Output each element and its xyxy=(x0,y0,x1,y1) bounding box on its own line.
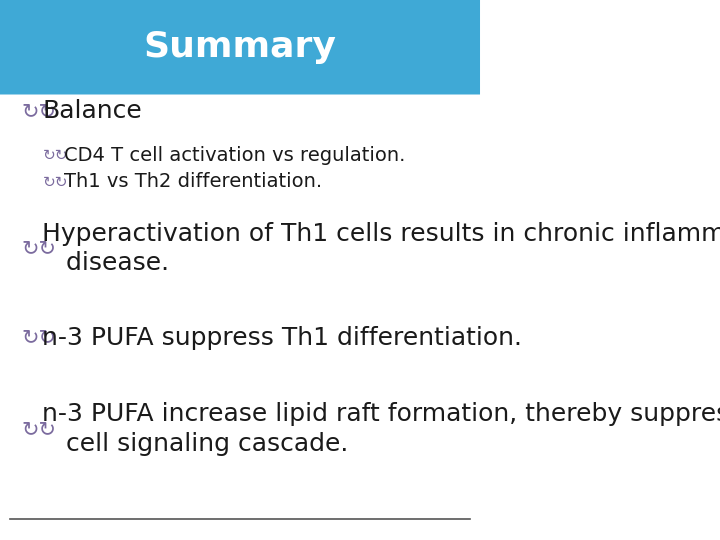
Text: n-3 PUFA suppress Th1 differentiation.: n-3 PUFA suppress Th1 differentiation. xyxy=(42,326,522,349)
Text: ↻↻: ↻↻ xyxy=(22,100,57,121)
Text: Hyperactivation of Th1 cells results in chronic inflammatory
   disease.: Hyperactivation of Th1 cells results in … xyxy=(42,221,720,275)
Text: ↻↻: ↻↻ xyxy=(43,148,68,163)
Text: ↻↻: ↻↻ xyxy=(22,419,57,440)
Text: ↻↻: ↻↻ xyxy=(22,327,57,348)
Text: CD4 T cell activation vs regulation.: CD4 T cell activation vs regulation. xyxy=(64,146,405,165)
Text: ↻↻: ↻↻ xyxy=(22,238,57,259)
Text: ↻↻: ↻↻ xyxy=(43,174,68,190)
Text: Balance: Balance xyxy=(42,99,142,123)
Text: n-3 PUFA increase lipid raft formation, thereby suppress T
   cell signaling cas: n-3 PUFA increase lipid raft formation, … xyxy=(42,402,720,456)
FancyBboxPatch shape xyxy=(0,0,480,94)
Text: Summary: Summary xyxy=(143,30,336,64)
Text: Th1 vs Th2 differentiation.: Th1 vs Th2 differentiation. xyxy=(64,172,322,192)
